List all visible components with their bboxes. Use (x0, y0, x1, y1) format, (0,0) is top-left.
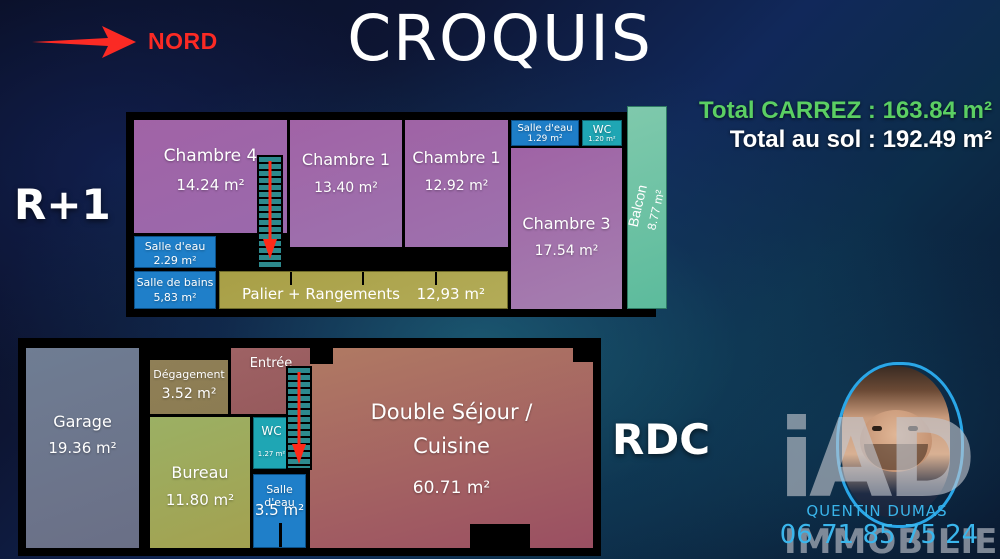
room-name: Salle d'eau (144, 240, 206, 253)
room-salle-de-bains: Salle de bains 5,83 m² (134, 271, 216, 309)
room-wc-120: WC 1.20 m² (582, 120, 622, 146)
room-area: 60.71 m² (412, 478, 491, 498)
agent-name: QUENTIN DUMAS (806, 502, 948, 520)
room-area: 19.36 m² (48, 439, 117, 457)
room-name-line1: Double Séjour / (370, 400, 533, 424)
room-area: 1.29 m² (527, 134, 563, 144)
agent-phone: 06 71 85 75 24 (779, 520, 979, 550)
room-area: 1.27 m² (257, 450, 286, 458)
floorplan-r1: Chambre 4 14.24 m² Chambre 1 13.40 m² Ch… (126, 106, 667, 317)
room-area: 13.40 m² (314, 180, 378, 196)
room-name: Dégagement (153, 368, 225, 381)
agency-subtitle: IMMOBILIER (784, 522, 1000, 559)
room-area: 3.5 m² (254, 501, 305, 519)
room-salle-deau-129: Salle d'eau 1.29 m² (511, 120, 579, 146)
room-name: Salle d'eau (264, 483, 295, 509)
down-arrow-icon (292, 372, 306, 464)
arrow-right-icon (32, 26, 136, 58)
room-palier-rangements: Palier + Rangements 12,93 m² (219, 271, 508, 309)
compass-label: NORD (148, 28, 218, 54)
room-salle-deau-229: Salle d'eau 2.29 m² (134, 236, 216, 268)
room-area: 5,83 m² (153, 291, 197, 304)
down-arrow-icon (263, 161, 277, 259)
room-chambre-1-b: Chambre 1 12.92 m² (405, 120, 508, 247)
room-chambre-1-a: Chambre 1 13.40 m² (290, 120, 402, 247)
floor-label-rdc: RDC (612, 415, 711, 464)
staircase-rdc (286, 366, 312, 470)
room-name: Chambre 3 (522, 214, 611, 233)
room-name: Chambre 1 (412, 148, 501, 167)
page-title: CROQUIS (347, 2, 653, 75)
room-chambre-3: Chambre 3 17.54 m² (511, 148, 622, 309)
room-double-sejour-cuisine: Double Séjour / Cuisine 60.71 m² (310, 348, 593, 548)
total-au-sol: Total au sol : 192.49 m² (729, 126, 992, 154)
room-garage: Garage 19.36 m² (26, 348, 139, 548)
room-name: WC (592, 123, 612, 136)
total-carrez: Total CARREZ : 163.84 m² (699, 97, 992, 124)
room-name: Chambre 1 (301, 150, 391, 169)
room-name: Salle de bains (136, 276, 214, 289)
room-area: 1.20 m² (588, 135, 616, 143)
room-area: 12,93 m² (416, 285, 485, 303)
room-bureau: Bureau 11.80 m² (150, 417, 250, 548)
room-salle-deau-35: Salle d'eau 3.5 m² (253, 474, 306, 548)
room-name: Entrée (249, 356, 293, 371)
room-area: 14.24 m² (176, 176, 245, 194)
room-name: Chambre 4 (163, 146, 258, 166)
room-name: Palier + Rangements (242, 285, 400, 303)
room-name-line2: Cuisine (413, 434, 490, 458)
agency-branding: iAD IMMOBILIER QUENTIN DUMAS 06 71 85 75… (760, 362, 1000, 559)
staircase-r1 (257, 155, 283, 269)
totals-block: Total CARREZ : 163.84 m² Total au sol : … (699, 96, 992, 155)
room-wc-127: WC 1.27 m² (253, 417, 290, 469)
room-area: 17.54 m² (534, 243, 599, 259)
room-name: Bureau (171, 463, 229, 482)
room-name: Garage (53, 412, 112, 431)
room-area: 3.52 m² (161, 386, 217, 402)
room-balcon: Balcon 8.77 m² (627, 106, 667, 309)
floor-label-r1: R+1 (14, 180, 111, 229)
avatar-ring (836, 362, 964, 528)
room-degagement: Dégagement 3.52 m² (150, 360, 228, 414)
iad-logo: iAD (778, 397, 976, 522)
room-name: Salle d'eau (517, 123, 573, 134)
room-area: 11.80 m² (165, 491, 235, 509)
room-name: WC (261, 424, 282, 438)
balcon-text: Balcon 8.77 m² (628, 183, 666, 233)
room-area: 2.29 m² (153, 254, 197, 267)
floorplan-rdc: Garage 19.36 m² Dégagement 3.52 m² Entré… (18, 338, 601, 556)
room-area: 12.92 m² (424, 178, 489, 194)
